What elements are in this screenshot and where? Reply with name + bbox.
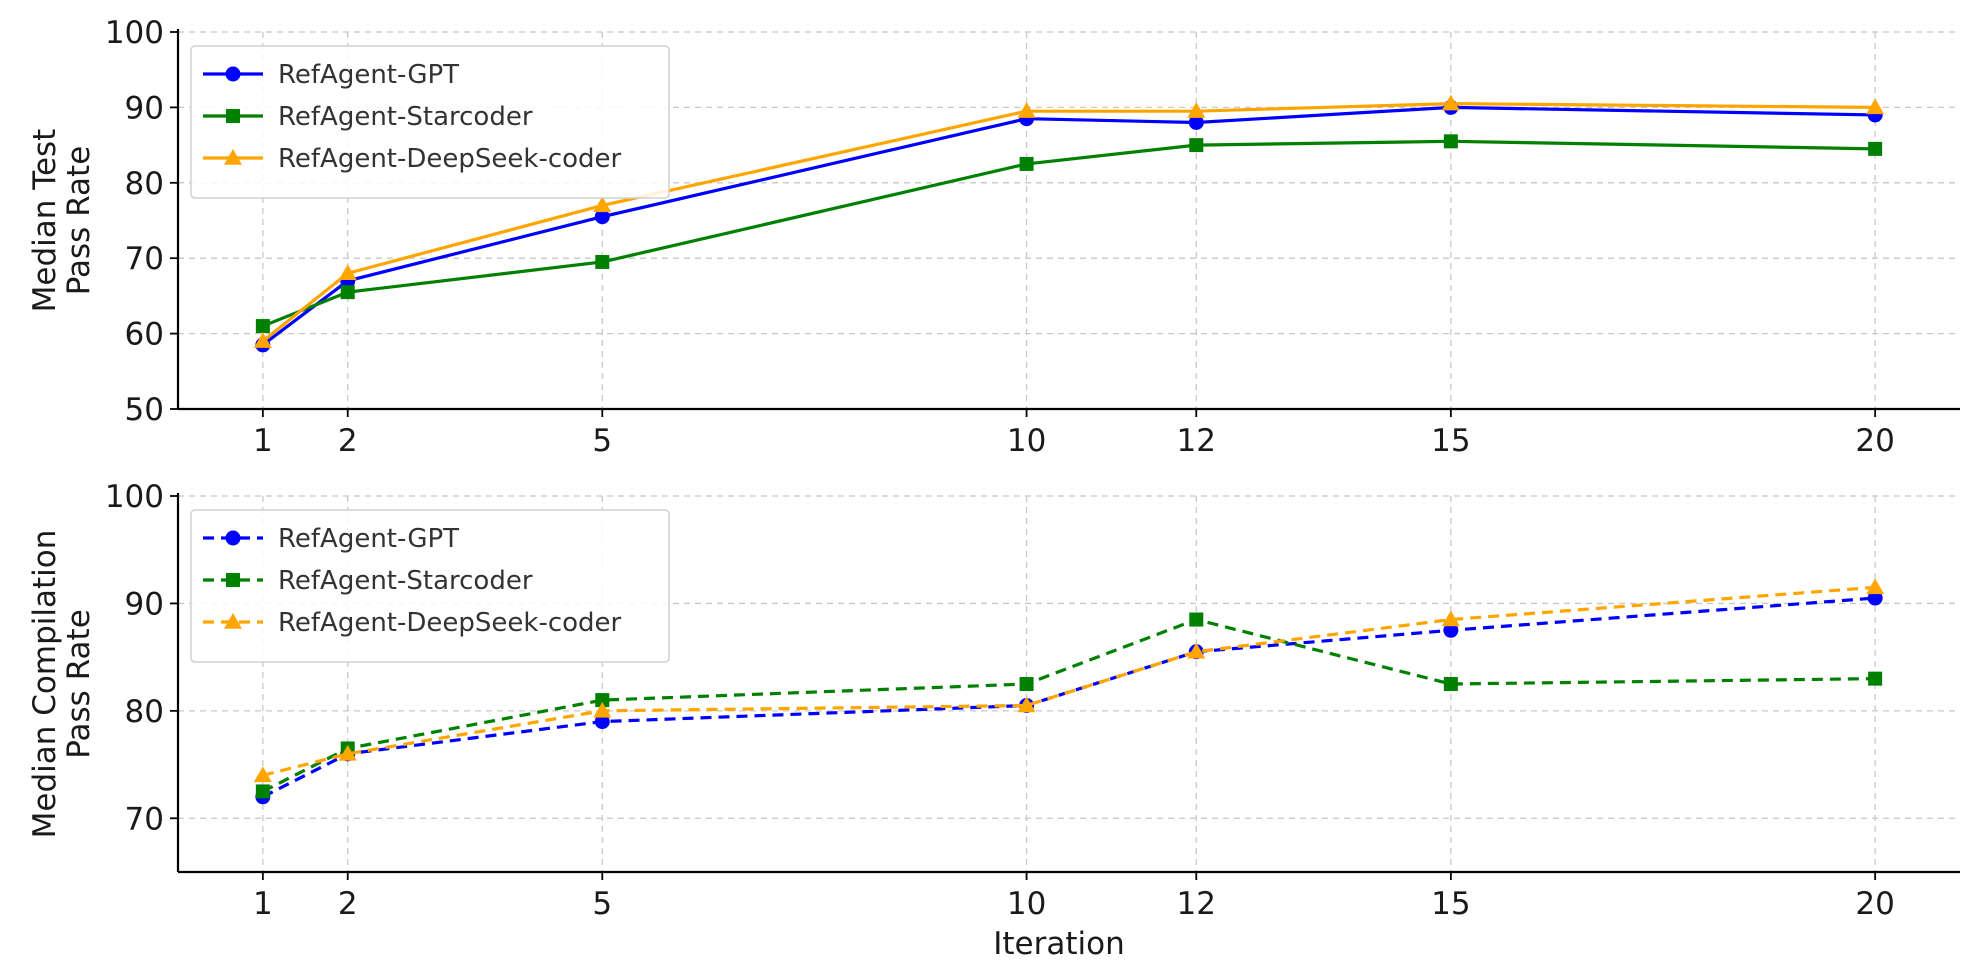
data-point [1187, 642, 1206, 659]
y-axis-title: Median TestPass Rate [27, 129, 97, 313]
legend-marker [224, 613, 242, 629]
legend-label: RefAgent-DeepSeek-coder [278, 144, 622, 174]
legend-label: RefAgent-GPT [278, 524, 459, 554]
data-point [255, 319, 270, 334]
y-tick-label: 80 [125, 166, 164, 202]
x-tick-label: 1 [253, 423, 273, 459]
data-point [1867, 590, 1883, 606]
y-tick-label: 100 [105, 479, 164, 515]
data-point [253, 766, 272, 783]
data-point [595, 254, 610, 269]
x-tick-label: 10 [1007, 886, 1046, 922]
legend-marker [224, 149, 242, 165]
data-point [1443, 677, 1458, 691]
data-point [1866, 98, 1885, 115]
y-tick-label: 90 [125, 586, 164, 622]
legend-marker [225, 530, 241, 546]
x-tick-label: 10 [1007, 423, 1046, 459]
x-tick-label: 12 [1177, 423, 1216, 459]
data-point [1189, 612, 1204, 627]
x-tick-label: 1 [253, 886, 273, 922]
x-tick-label: 5 [592, 886, 612, 922]
x-tick-label: 12 [1177, 886, 1216, 922]
y-tick-label: 80 [125, 694, 164, 730]
y-axis-title: Median CompilationPass Rate [27, 530, 97, 839]
y-axis-title-line: Pass Rate [61, 609, 97, 759]
series-refagent-deepseek-coder [253, 94, 1885, 348]
x-tick-label: 15 [1431, 423, 1470, 459]
data-point [1868, 671, 1883, 686]
data-point [594, 714, 610, 730]
data-point [1443, 134, 1458, 149]
x-axis-title: Iteration [993, 926, 1125, 962]
x-tick-label: 20 [1855, 423, 1894, 459]
data-point [1441, 94, 1460, 111]
legend: RefAgent-GPT RefAgent-Starcoder RefAgent-D… [190, 509, 670, 663]
x-tick-label: 5 [592, 423, 612, 459]
legend-label: RefAgent-GPT [278, 60, 459, 90]
data-point [1019, 156, 1034, 171]
y-tick-label: 50 [125, 392, 164, 428]
legend-marker [226, 109, 240, 123]
data-point [340, 285, 355, 300]
series-refagent-deepseek-coder [253, 578, 1885, 783]
data-point [1019, 677, 1034, 691]
data-point [255, 784, 270, 799]
data-point [593, 196, 612, 213]
x-tick-label: 2 [338, 886, 358, 922]
data-point [594, 209, 610, 225]
data-point [1188, 114, 1204, 130]
y-tick-label: 100 [105, 15, 164, 51]
legend-label: RefAgent-Starcoder [278, 102, 533, 132]
y-axis-title-line: Median Test [27, 129, 63, 313]
data-point [1868, 141, 1883, 156]
y-tick-label: 90 [125, 90, 164, 126]
data-point [338, 744, 357, 761]
series-refagent-starcoder [255, 134, 1883, 334]
legend: RefAgent-GPT RefAgent-Starcoder RefAgent-D… [190, 45, 670, 199]
legend-marker [226, 573, 240, 587]
data-point [1441, 610, 1460, 627]
data-point [338, 264, 357, 281]
data-point [1187, 102, 1206, 118]
x-tick-label: 20 [1855, 886, 1894, 922]
y-axis-title-line: Median Compilation [27, 530, 63, 839]
legend-label: RefAgent-Starcoder [278, 566, 533, 596]
legend-box [190, 509, 670, 663]
legend-label: RefAgent-DeepSeek-coder [278, 608, 622, 638]
data-point [1189, 138, 1204, 153]
data-point [1017, 102, 1036, 118]
data-point [253, 332, 272, 348]
x-tick-label: 2 [338, 423, 358, 459]
data-point [593, 701, 612, 718]
data-point [595, 693, 610, 708]
y-tick-label: 60 [125, 317, 164, 353]
data-point [1017, 696, 1036, 713]
y-tick-label: 70 [125, 241, 164, 277]
data-point [1866, 578, 1885, 595]
y-axis-title-line: Pass Rate [61, 146, 97, 296]
data-point [1443, 622, 1459, 638]
legend-marker [225, 66, 241, 82]
legend-box [190, 45, 670, 199]
x-tick-label: 15 [1431, 886, 1470, 922]
y-tick-label: 70 [125, 801, 164, 837]
